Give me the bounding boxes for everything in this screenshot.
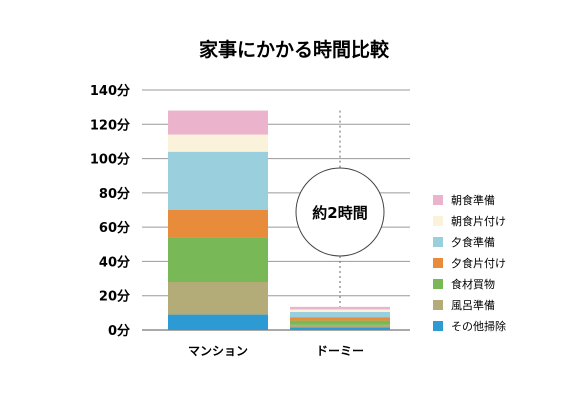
bar-segment	[168, 110, 268, 135]
y-tick-label: 140分	[90, 83, 130, 99]
bar-segment	[168, 151, 268, 210]
bar-segment	[290, 324, 390, 328]
legend-label: 風呂準備	[451, 298, 495, 312]
bar-segment	[168, 237, 268, 282]
legend-label: 朝食準備	[451, 193, 495, 207]
y-tick-label: 0分	[108, 323, 130, 339]
y-tick-label: 60分	[99, 220, 130, 236]
legend-swatch	[433, 300, 443, 310]
bar-segment	[290, 306, 390, 310]
y-tick-label: 40分	[99, 254, 130, 270]
bar-segment	[168, 282, 268, 315]
legend-swatch	[433, 237, 443, 247]
annotation-circle	[295, 167, 385, 257]
bar-segment	[168, 210, 268, 238]
bar-segment	[290, 327, 390, 330]
bar-segment	[168, 134, 268, 152]
bar-segment	[290, 309, 390, 312]
legend-label: その他掃除	[451, 319, 506, 333]
legend-swatch	[433, 279, 443, 289]
bar-segment	[168, 314, 268, 330]
legend-label: 夕食準備	[451, 235, 495, 249]
legend-label: 朝食片付け	[451, 214, 506, 228]
legend-swatch	[433, 195, 443, 205]
legend-label: 夕食片付け	[451, 256, 506, 270]
y-tick-label: 120分	[90, 117, 130, 133]
y-tick-label: 100分	[90, 152, 130, 168]
annotation-label: 約2時間	[312, 204, 367, 222]
legend-swatch	[433, 258, 443, 268]
chart-title: 家事にかかる時間比較	[199, 38, 390, 61]
legend-swatch	[433, 321, 443, 331]
legend-label: 食材買物	[451, 277, 495, 291]
category-label: ドーミー	[316, 344, 364, 358]
y-tick-label: 80分	[99, 186, 130, 202]
y-tick-label: 20分	[99, 289, 130, 305]
bar-segment	[290, 320, 390, 325]
legend-swatch	[433, 216, 443, 226]
bar-segment	[290, 317, 390, 321]
bar-segment	[290, 312, 390, 318]
category-label: マンション	[188, 344, 248, 358]
